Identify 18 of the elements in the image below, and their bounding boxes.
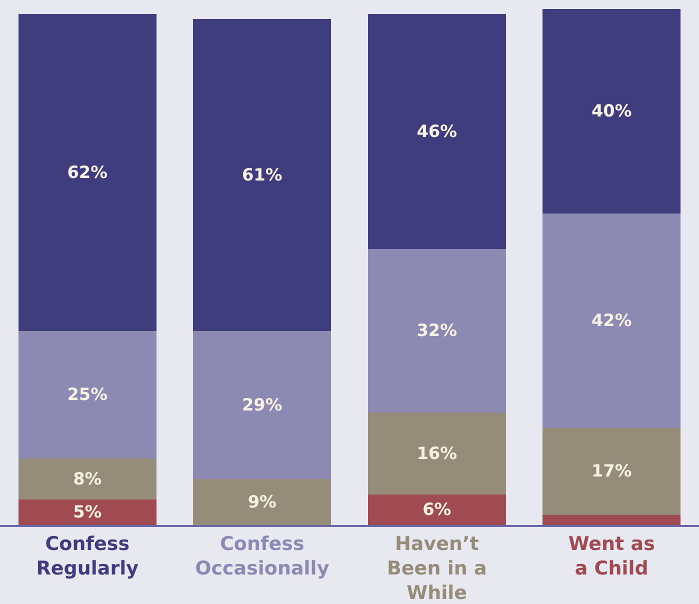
- data-label: 40%: [591, 100, 632, 121]
- data-label: 46%: [416, 120, 458, 141]
- data-label: 17%: [591, 460, 632, 481]
- data-label: 16%: [416, 442, 458, 463]
- data-label: 6%: [422, 499, 452, 520]
- x-tick-label: Confess Regularly: [36, 532, 140, 580]
- x-tick-label: Went as a Child: [568, 532, 655, 580]
- x-tick-label: Haven’t Been in a While: [386, 532, 487, 604]
- x-tick-label: Confess Occasionally: [195, 532, 330, 580]
- data-label: 32%: [416, 320, 458, 340]
- data-label: 5%: [73, 502, 102, 522]
- data-label: 61%: [242, 164, 282, 184]
- data-label: 29%: [242, 394, 282, 414]
- data-label: 9%: [248, 491, 277, 512]
- data-label: 42%: [591, 310, 632, 330]
- data-label: 8%: [73, 468, 102, 488]
- data-label: 25%: [67, 384, 108, 404]
- data-label: 62%: [67, 162, 108, 182]
